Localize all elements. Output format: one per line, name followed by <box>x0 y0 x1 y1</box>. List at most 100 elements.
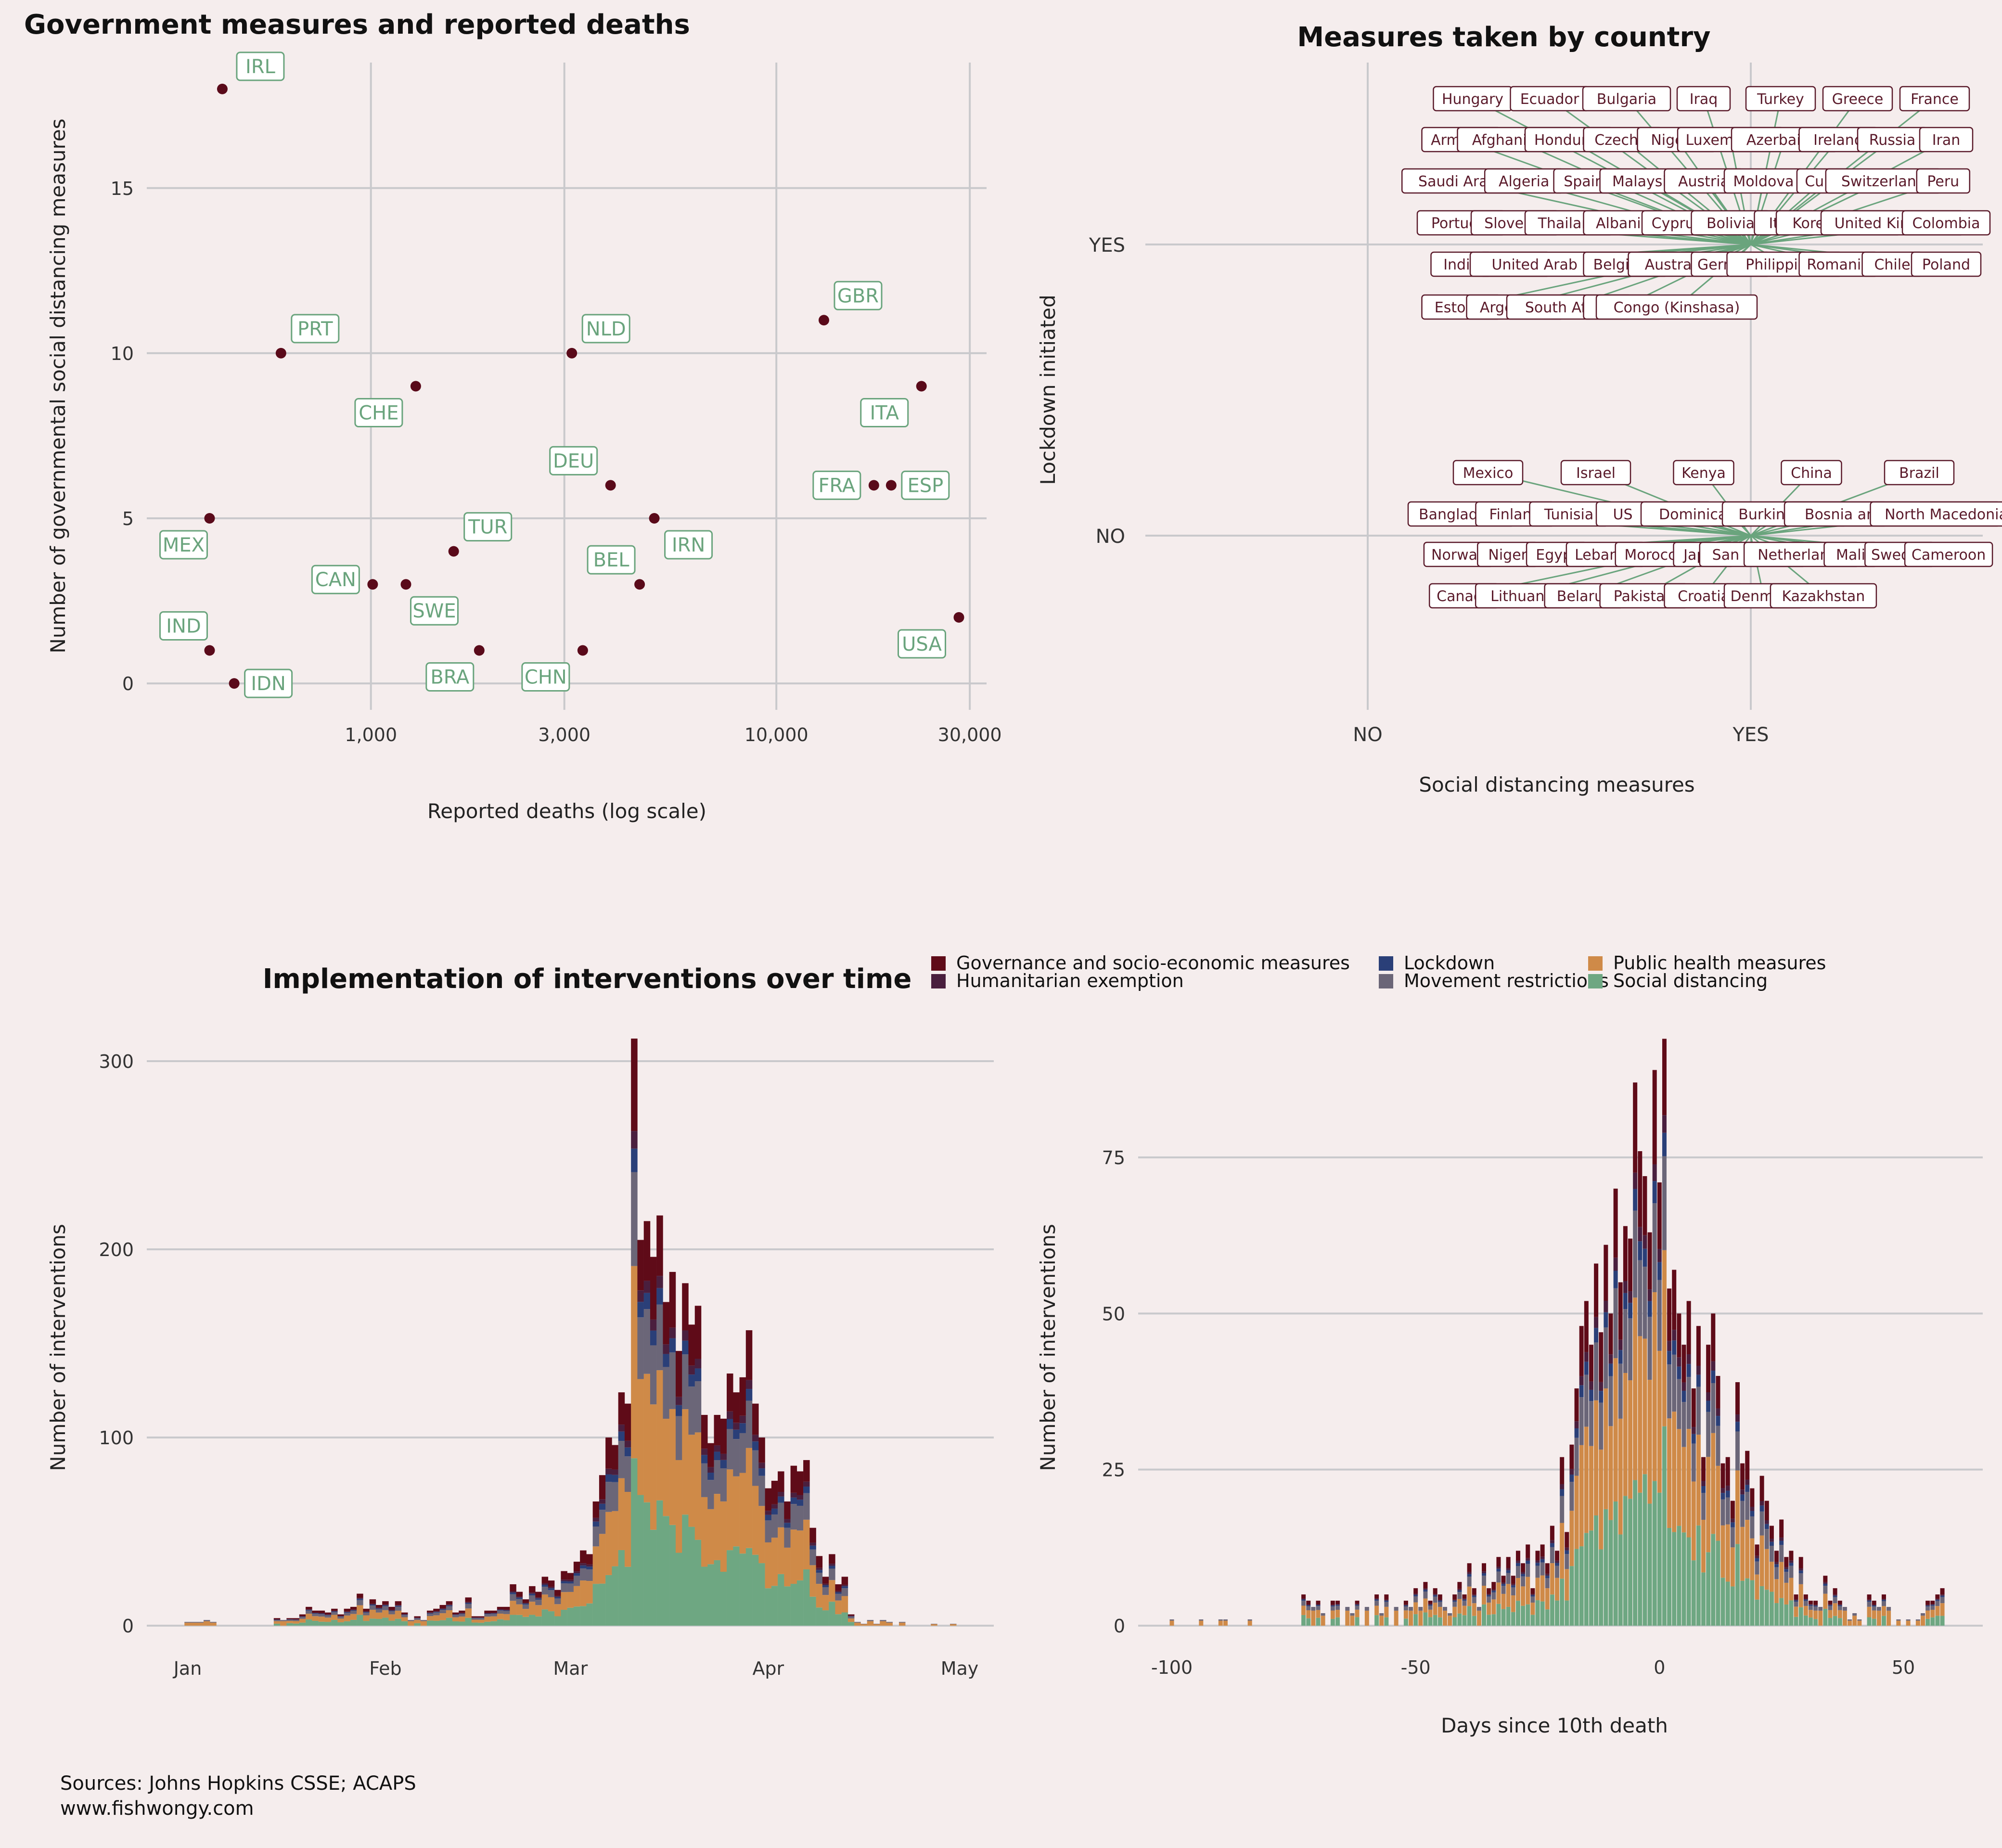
bar-segment-humanitarian <box>1374 1598 1379 1600</box>
bar-segment-humanitarian <box>714 1445 721 1452</box>
y-tick-label: 10 <box>111 343 134 364</box>
bar-segment-governance <box>1745 1450 1750 1480</box>
country-label-israel: Israel <box>1576 465 1616 482</box>
bar-segment-public_health <box>1764 1549 1769 1590</box>
bar-segment-lockdown <box>1872 1605 1876 1607</box>
country-label-albania: Albania <box>1596 215 1650 232</box>
bar-segment-social_distancing <box>1569 1566 1574 1626</box>
bar-segment-movement <box>1823 1586 1828 1594</box>
bar-segment-governance <box>497 1606 504 1609</box>
bar-segment-movement <box>745 1400 753 1448</box>
bar-day <box>1476 1607 1481 1626</box>
bar-segment-governance <box>809 1527 816 1543</box>
bar-segment-public_health <box>1803 1605 1808 1616</box>
bar-segment-lockdown <box>796 1500 804 1506</box>
bar-segment-governance <box>1672 1270 1677 1330</box>
bar-day <box>675 1351 682 1626</box>
bar-day <box>778 1471 784 1626</box>
bar-segment-social_distancing <box>847 1622 855 1626</box>
bar-segment-social_distancing <box>720 1571 727 1626</box>
bar-segment-public_health <box>1413 1602 1418 1615</box>
bar-segment-governance <box>1925 1601 1930 1605</box>
legend-swatch-social_distancing <box>1588 974 1603 988</box>
bar-segment-humanitarian <box>1555 1560 1560 1563</box>
bar-segment-humanitarian <box>478 1617 485 1618</box>
bar-segment-governance <box>816 1556 823 1568</box>
bar-segment-public_health <box>1940 1603 1945 1616</box>
bar-day <box>1501 1576 1506 1626</box>
bar-segment-humanitarian <box>1491 1589 1496 1591</box>
bar-segment-humanitarian <box>1501 1582 1506 1584</box>
bar-segment-public_health <box>554 1604 561 1617</box>
bar-segment-lockdown <box>1501 1584 1506 1586</box>
bar-segment-humanitarian <box>446 1604 453 1605</box>
bar-segment-lockdown <box>1759 1505 1764 1512</box>
bar-segment-governance <box>1677 1313 1681 1358</box>
legend-swatch-governance <box>931 956 946 971</box>
bar-segment-governance <box>382 1601 389 1605</box>
legend-swatch-movement <box>1379 974 1393 988</box>
bar-day <box>1496 1557 1501 1626</box>
bar-segment-lockdown <box>1574 1428 1579 1438</box>
bar-segment-social_distancing <box>841 1612 848 1626</box>
bar-day <box>1886 1607 1891 1626</box>
bar-segment-movement <box>778 1502 784 1527</box>
bar-segment-social_distancing <box>1335 1617 1340 1626</box>
bar-segment-social_distancing <box>1837 1618 1842 1626</box>
bar-segment-lockdown <box>1691 1434 1696 1444</box>
point-label: CHE <box>359 402 398 424</box>
bar-segment-movement <box>1638 1260 1643 1336</box>
bar-segment-governance <box>841 1577 848 1585</box>
bar-segment-lockdown <box>561 1581 567 1584</box>
bar-segment-movement <box>350 1611 357 1614</box>
bar-day <box>299 1614 306 1626</box>
bar-segment-humanitarian <box>580 1563 587 1566</box>
bar-segment-public_health <box>1823 1593 1828 1609</box>
bar-segment-movement <box>1755 1561 1759 1575</box>
bar-segment-public_health <box>344 1615 351 1621</box>
bar-day <box>1745 1450 1750 1626</box>
x-tick-label: Apr <box>752 1658 784 1679</box>
bar-segment-public_health <box>280 1621 287 1626</box>
bar-segment-lockdown <box>1335 1604 1340 1606</box>
bar-segment-lockdown <box>612 1475 618 1482</box>
bar-day <box>873 1624 880 1626</box>
bar-segment-social_distancing <box>1798 1607 1803 1626</box>
bar-segment-movement <box>439 1610 446 1614</box>
bar-day <box>1247 1619 1252 1626</box>
bar-segment-public_health <box>886 1622 893 1626</box>
bar-segment-governance <box>1569 1444 1574 1469</box>
country-label-box <box>1582 86 1671 112</box>
bar-segment-social_distancing <box>1701 1572 1706 1626</box>
bar-segment-lockdown <box>1662 1132 1667 1156</box>
bar-segment-governance <box>1779 1519 1784 1538</box>
bar-segment-public_health <box>433 1615 440 1621</box>
country-label-iran: Iran <box>1932 132 1961 149</box>
bars <box>1169 1039 1945 1626</box>
bar-segment-movement <box>369 1605 376 1610</box>
bar-segment-movement <box>1789 1566 1794 1578</box>
bar-segment-public_health <box>682 1409 689 1515</box>
bar-segment-public_health <box>446 1610 453 1618</box>
bar-segment-governance <box>771 1480 778 1504</box>
bar-day <box>1442 1607 1447 1626</box>
bar-segment-movement <box>898 1622 906 1623</box>
bar-segment-movement <box>408 1620 414 1621</box>
bar-segment-social_distancing <box>478 1622 485 1626</box>
bar-day <box>1530 1588 1535 1626</box>
bar-segment-lockdown <box>1550 1543 1554 1547</box>
bar-segment-lockdown <box>1579 1385 1584 1398</box>
bar-day <box>784 1501 791 1626</box>
bar-segment-social_distancing <box>1599 1549 1604 1626</box>
bar-segment-public_health <box>739 1473 746 1554</box>
bar-segment-movement <box>1657 1280 1662 1351</box>
bar-segment-public_health <box>204 1621 210 1626</box>
bar-segment-lockdown <box>1647 1301 1652 1317</box>
bar-segment-lockdown <box>1423 1590 1428 1592</box>
bar-segment-movement <box>1735 1431 1740 1471</box>
bar-segment-social_distancing <box>516 1615 523 1626</box>
bar-segment-governance <box>847 1614 855 1616</box>
bar-segment-public_health <box>1881 1606 1886 1616</box>
data-point-irl <box>217 83 228 94</box>
